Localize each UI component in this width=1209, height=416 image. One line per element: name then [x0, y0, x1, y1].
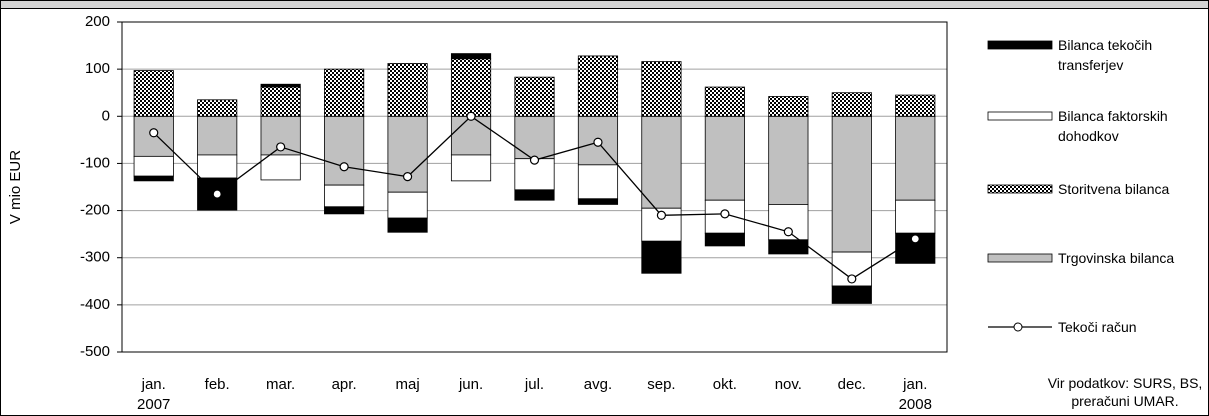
bar-segment: [450, 115, 492, 156]
x-tick-label: okt.: [713, 376, 737, 393]
legend-label: Trgovinska bilanca: [1058, 250, 1175, 266]
line-point: [656, 210, 667, 220]
line-point: [149, 128, 159, 138]
bar-segment: [704, 86, 745, 117]
legend-label: Storitvena bilanca: [1058, 181, 1170, 197]
bar-segment: [324, 68, 365, 117]
source-note: Vir podatkov: SURS, BS, preračuni UMAR.: [1047, 375, 1203, 409]
bar-segment: [895, 115, 936, 201]
y-axis-label: V mio EUR: [7, 150, 24, 224]
x-tick-label: jan. 2007: [137, 376, 170, 413]
bar-segment: [260, 83, 301, 88]
legend-marker: [1013, 322, 1023, 332]
x-tick-label: feb.: [205, 376, 230, 393]
bar-segment: [133, 175, 174, 182]
bar-segment: [387, 63, 428, 117]
line-point: [402, 172, 413, 182]
x-tick-label: jul.: [524, 376, 544, 393]
line-point: [847, 274, 857, 284]
bar-segment: [197, 115, 238, 156]
y-tick-label: 200: [85, 13, 110, 30]
bar-segment: [895, 199, 936, 234]
x-tick-label: nov.: [775, 376, 802, 393]
bar-segment: [260, 86, 301, 117]
y-tick-label: -400: [80, 296, 110, 313]
bar-segment: [831, 115, 872, 253]
bar-segment: [641, 240, 682, 274]
bar-segment: [387, 217, 428, 233]
y-tick-label: -500: [80, 343, 110, 360]
bar-segment: [641, 61, 682, 117]
x-tick-label: maj: [395, 376, 419, 393]
line-point: [276, 142, 286, 152]
x-tick-label: mar.: [266, 376, 295, 393]
bar-segment: [641, 115, 682, 209]
line-point: [593, 137, 603, 147]
bar-segment: [768, 96, 809, 117]
line-point: [529, 155, 540, 165]
header-strip: [0, 0, 1209, 9]
legend-label: Tekoči račun: [1058, 319, 1137, 335]
bar-segment: [450, 53, 492, 60]
x-tick-label: jan. 2008: [899, 376, 932, 413]
bar-segment: [514, 76, 555, 117]
legend-swatch: [987, 40, 1053, 50]
plot-border: [121, 21, 948, 353]
bar-segment: [514, 115, 555, 160]
bar-segment: [577, 55, 619, 117]
legend-swatch: [987, 111, 1053, 121]
line-point: [212, 189, 222, 199]
bar-segment: [197, 99, 238, 117]
bar-segment: [831, 92, 872, 117]
bar-segment: [450, 58, 492, 117]
bar-segment: [704, 115, 745, 201]
line-point: [783, 227, 793, 237]
bar-segment: [387, 191, 428, 219]
x-tick-label: dec.: [838, 376, 866, 393]
bar-segment: [577, 164, 619, 200]
bar-segment: [831, 285, 872, 304]
legend-swatch: [987, 184, 1053, 194]
legend-label: Bilanca faktorskih dohodkov: [1058, 108, 1168, 144]
legend-swatch: [987, 253, 1053, 263]
bar-segment: [450, 154, 492, 182]
bar-segment: [895, 94, 936, 117]
y-tick-label: 0: [102, 107, 110, 124]
x-tick-label: avg.: [584, 376, 612, 393]
line-point: [339, 162, 349, 172]
x-tick-label: jun.: [458, 376, 483, 393]
x-tick-label: apr.: [332, 376, 357, 393]
bar-segment: [133, 70, 174, 117]
bar-segment: [704, 232, 745, 247]
y-tick-label: -200: [80, 202, 110, 219]
line-point: [720, 209, 730, 219]
x-tick-label: sep.: [647, 376, 675, 393]
bar-segment: [768, 115, 809, 205]
bar-segment: [324, 184, 365, 208]
legend-label: Bilanca tekočih transferjev: [1058, 37, 1153, 73]
bar-segment: [260, 154, 301, 181]
y-tick-label: 100: [85, 60, 110, 77]
y-tick-label: -300: [80, 249, 110, 266]
bar-segment: [133, 155, 174, 177]
bar-segment: [324, 206, 365, 215]
line-point: [466, 111, 476, 121]
line-point: [910, 234, 920, 244]
bar-segment: [324, 115, 365, 186]
bar-segment: [514, 189, 555, 201]
bar-segment: [197, 154, 238, 179]
bar-segment: [577, 198, 619, 205]
y-tick-label: -100: [80, 154, 110, 171]
